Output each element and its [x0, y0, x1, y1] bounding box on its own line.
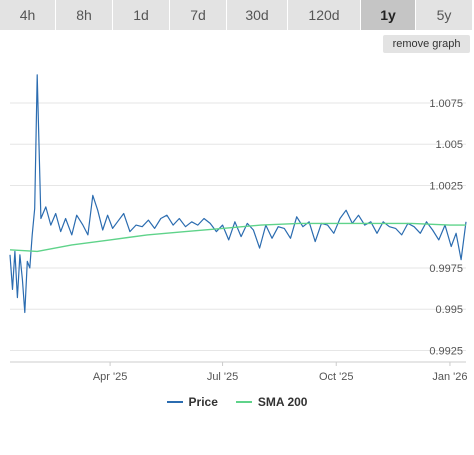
y-tick-label: 0.9925: [429, 345, 463, 357]
y-tick-label: 0.9975: [429, 263, 463, 275]
x-tick-label: Jan '26: [432, 371, 467, 383]
legend-label: SMA 200: [257, 395, 308, 409]
range-tab-1d[interactable]: 1d: [113, 0, 169, 30]
range-tab-7d[interactable]: 7d: [170, 0, 226, 30]
x-tick-label: Apr '25: [93, 371, 128, 383]
legend-swatch: [235, 401, 252, 403]
y-tick-label: 1.0075: [429, 98, 463, 110]
range-tab-1y[interactable]: 1y: [361, 0, 415, 30]
legend-item-sma-200[interactable]: SMA 200: [235, 395, 308, 409]
legend-label: Price: [188, 395, 218, 409]
legend-item-price[interactable]: Price: [166, 395, 218, 409]
price-chart: 1.0075 1.005 1.0025 0.9975 0.995 0.9925 Apr '2…: [9, 74, 468, 383]
range-tab-8h[interactable]: 8h: [56, 0, 112, 30]
range-tab-5y[interactable]: 5y: [416, 0, 472, 30]
y-tick-label: 1.005: [435, 139, 463, 151]
x-tick-label: Oct '25: [319, 371, 354, 383]
range-tab-120d[interactable]: 120d: [288, 0, 360, 30]
time-range-tabs: 4h 8h 1d 7d 30d 120d 1y 5y: [0, 0, 474, 30]
y-tick-label: 1.0025: [429, 180, 463, 192]
y-tick-label: 0.995: [435, 304, 463, 316]
range-tab-30d[interactable]: 30d: [227, 0, 287, 30]
sma-200-series-line: [9, 222, 466, 253]
legend-swatch: [166, 401, 183, 403]
range-tab-4h[interactable]: 4h: [0, 0, 55, 30]
remove-graph-button[interactable]: remove graph: [383, 35, 470, 53]
chart-legend: Price SMA 200: [0, 392, 474, 412]
price-series-line: [9, 74, 467, 314]
x-tick-label: Jul '25: [207, 371, 238, 383]
